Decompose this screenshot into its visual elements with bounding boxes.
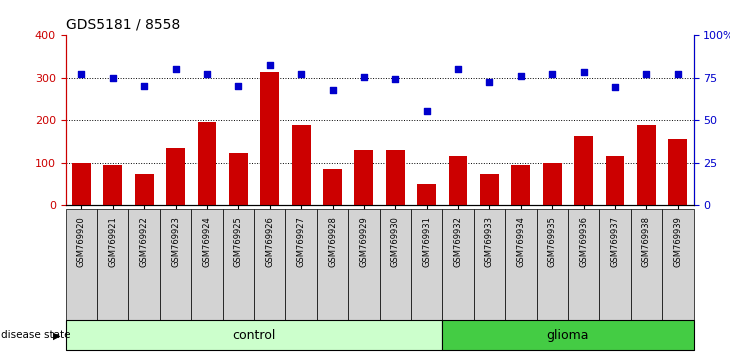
FancyBboxPatch shape — [128, 209, 160, 350]
FancyBboxPatch shape — [348, 209, 380, 350]
Text: ▶: ▶ — [53, 330, 61, 341]
FancyBboxPatch shape — [317, 209, 348, 350]
Text: GSM769924: GSM769924 — [202, 216, 212, 267]
Text: control: control — [232, 329, 276, 342]
FancyBboxPatch shape — [285, 209, 317, 350]
Point — [453, 67, 464, 72]
FancyBboxPatch shape — [66, 320, 442, 350]
Bar — [637, 125, 656, 205]
Text: GSM769930: GSM769930 — [391, 216, 400, 267]
FancyBboxPatch shape — [474, 209, 505, 350]
FancyBboxPatch shape — [97, 209, 128, 350]
Point — [484, 79, 496, 85]
FancyBboxPatch shape — [442, 320, 694, 350]
Text: GSM769935: GSM769935 — [548, 216, 557, 267]
Text: GSM769926: GSM769926 — [265, 216, 274, 267]
Point — [326, 87, 338, 93]
Point — [76, 71, 88, 76]
FancyBboxPatch shape — [537, 209, 568, 350]
Bar — [104, 165, 122, 205]
Text: GSM769938: GSM769938 — [642, 216, 651, 267]
FancyBboxPatch shape — [662, 209, 694, 350]
Text: GSM769920: GSM769920 — [77, 216, 86, 267]
FancyBboxPatch shape — [631, 209, 662, 350]
Bar — [606, 156, 624, 205]
FancyBboxPatch shape — [160, 209, 191, 350]
Point — [295, 72, 307, 77]
Bar — [135, 174, 153, 205]
Bar — [669, 139, 687, 205]
Text: GSM769928: GSM769928 — [328, 216, 337, 267]
Bar — [449, 156, 467, 205]
Point — [358, 74, 369, 80]
Text: GSM769927: GSM769927 — [296, 216, 306, 267]
Bar — [355, 150, 373, 205]
Text: GSM769933: GSM769933 — [485, 216, 494, 267]
FancyBboxPatch shape — [599, 209, 631, 350]
Bar — [480, 174, 499, 205]
Point — [641, 71, 653, 76]
Text: GSM769934: GSM769934 — [516, 216, 526, 267]
Point — [578, 69, 590, 74]
FancyBboxPatch shape — [191, 209, 223, 350]
Point — [201, 72, 213, 77]
FancyBboxPatch shape — [380, 209, 411, 350]
FancyBboxPatch shape — [442, 209, 474, 350]
Text: GSM769939: GSM769939 — [673, 216, 683, 267]
Point — [421, 108, 433, 114]
Bar — [512, 165, 530, 205]
Point — [169, 66, 181, 72]
Bar — [575, 136, 593, 205]
FancyBboxPatch shape — [505, 209, 537, 350]
Text: GSM769929: GSM769929 — [359, 216, 369, 267]
FancyBboxPatch shape — [223, 209, 254, 350]
Text: GSM769936: GSM769936 — [579, 216, 588, 267]
FancyBboxPatch shape — [66, 209, 97, 350]
Text: disease state: disease state — [1, 330, 70, 341]
Point — [546, 71, 558, 76]
Text: glioma: glioma — [547, 329, 589, 342]
Bar — [166, 148, 185, 205]
FancyBboxPatch shape — [254, 209, 285, 350]
Bar — [198, 122, 216, 205]
Point — [264, 62, 276, 68]
Bar — [418, 184, 436, 205]
Bar — [261, 72, 279, 205]
Text: GSM769931: GSM769931 — [422, 216, 431, 267]
Text: GSM769937: GSM769937 — [610, 216, 620, 267]
Point — [107, 75, 119, 81]
Point — [232, 83, 244, 88]
Text: GSM769932: GSM769932 — [453, 216, 463, 267]
Bar — [543, 163, 561, 205]
Text: GSM769925: GSM769925 — [234, 216, 243, 267]
Point — [390, 76, 402, 81]
Bar — [386, 150, 404, 205]
Text: GSM769922: GSM769922 — [139, 216, 149, 267]
Text: GDS5181 / 8558: GDS5181 / 8558 — [66, 18, 180, 32]
Bar — [229, 154, 247, 205]
Bar — [72, 163, 91, 205]
Point — [139, 83, 150, 88]
Point — [609, 84, 620, 90]
Bar — [292, 125, 310, 205]
Point — [672, 71, 683, 76]
FancyBboxPatch shape — [411, 209, 442, 350]
Point — [515, 73, 527, 79]
Text: GSM769923: GSM769923 — [171, 216, 180, 267]
Text: GSM769921: GSM769921 — [108, 216, 118, 267]
Bar — [323, 169, 342, 205]
FancyBboxPatch shape — [568, 209, 599, 350]
